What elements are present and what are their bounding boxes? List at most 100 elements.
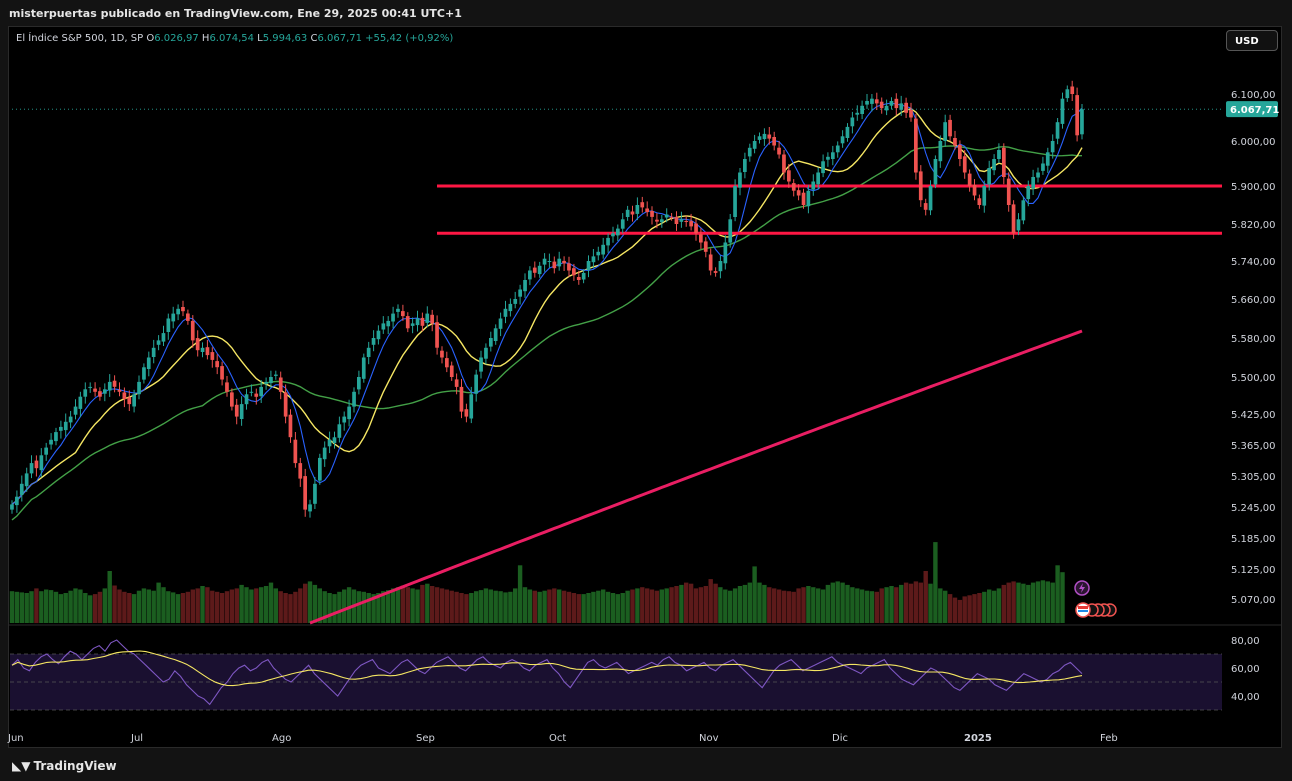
candle: [259, 380, 263, 403]
price-axis: 6.100,00 6.000,00 5.900,00 5.820,00 5.740,00…: [1226, 90, 1279, 606]
volume-bar: [664, 588, 669, 624]
volume-bar: [122, 591, 127, 623]
volume-bar: [752, 566, 757, 623]
volume-bar: [58, 594, 64, 623]
volume-bar: [571, 593, 577, 623]
candle: [1075, 87, 1079, 142]
volume-bar: [703, 586, 708, 623]
volume-bar: [259, 587, 264, 623]
candle: [576, 270, 581, 285]
volume-bar: [376, 593, 381, 623]
volume-bar: [537, 591, 542, 623]
candle: [1031, 169, 1035, 195]
candle: [767, 127, 772, 145]
volume-bar: [425, 583, 430, 623]
volume-bar: [317, 588, 322, 624]
volume-bar: [967, 595, 972, 623]
volume-bar: [381, 591, 386, 623]
candle: [816, 167, 820, 190]
candle: [430, 309, 434, 332]
candle: [655, 213, 659, 229]
candle: [1026, 180, 1031, 207]
event-badges[interactable]: [1072, 579, 1122, 625]
volume-bar: [772, 588, 777, 624]
volume-bar: [371, 594, 376, 623]
volume-bar: [307, 581, 313, 623]
candle: [98, 387, 102, 401]
volume-bar: [513, 588, 518, 624]
currency-button[interactable]: USD: [1226, 30, 1278, 51]
volume-bar: [459, 593, 464, 623]
candle: [1080, 104, 1084, 140]
candle: [547, 253, 552, 268]
candle: [557, 251, 562, 271]
candle: [855, 105, 860, 121]
candle: [195, 330, 200, 357]
candle: [181, 300, 185, 317]
candle: [161, 325, 166, 346]
candle: [591, 249, 596, 269]
volume-bar: [92, 594, 98, 623]
volume-bar: [278, 591, 283, 623]
volume-bar: [273, 588, 278, 624]
candle: [151, 339, 156, 364]
volume-bar: [830, 582, 835, 623]
candle: [142, 363, 146, 384]
earnings-flags-icon[interactable]: [1075, 602, 1117, 618]
candle: [440, 346, 444, 364]
volume-bar: [161, 587, 166, 623]
candle: [322, 441, 327, 467]
volume-bar: [542, 590, 547, 623]
dividends-icon[interactable]: [1074, 580, 1090, 596]
volume-bar: [601, 589, 606, 623]
volume-bar: [224, 591, 230, 623]
volume-bar: [190, 589, 195, 623]
candle: [943, 114, 947, 147]
candle: [909, 102, 913, 122]
price-tick-label: 5.070,00: [1231, 595, 1276, 606]
time-axis: Jun Jul Ago Sep Oct Nov Dic 2025 Feb: [7, 733, 1118, 744]
candle: [674, 211, 679, 231]
candle: [479, 350, 483, 379]
candle: [234, 398, 239, 425]
volume-bar: [9, 591, 15, 623]
volume-bar: [899, 584, 904, 623]
time-tick-label: Sep: [416, 733, 435, 744]
tradingview-logo[interactable]: ◣▼ TradingView: [12, 759, 117, 773]
candle: [127, 390, 132, 411]
candle: [391, 306, 395, 329]
chart-area[interactable]: [8, 26, 1282, 748]
candle: [19, 475, 24, 502]
volume-bar: [136, 590, 142, 623]
volume-bar: [708, 579, 713, 623]
volume-bar: [732, 588, 738, 624]
ma-mid-line: [11, 108, 1083, 505]
candle: [518, 284, 522, 305]
candle: [762, 128, 767, 146]
volume-bar: [615, 594, 620, 623]
candle: [459, 379, 464, 419]
candle: [215, 354, 219, 375]
candle: [39, 448, 44, 478]
candle: [137, 375, 141, 400]
volume-bar: [811, 587, 816, 623]
candle: [738, 168, 742, 196]
price-tick-label: 5.500,00: [1231, 373, 1276, 384]
candle: [586, 255, 591, 278]
volume-bar: [742, 584, 748, 623]
candle: [703, 237, 708, 258]
volume-bar: [889, 586, 894, 623]
volume-bar: [996, 588, 1002, 624]
candle: [347, 399, 351, 427]
candle: [879, 97, 884, 114]
candle: [884, 99, 889, 116]
change-value: +55,42 (+0,92%): [365, 33, 454, 44]
volume-bar: [146, 589, 151, 623]
volume-bar: [415, 589, 420, 623]
candle: [874, 92, 879, 110]
candle: [860, 100, 864, 120]
candle: [386, 316, 391, 335]
candle: [777, 140, 781, 159]
time-tick-label: Dic: [832, 733, 848, 744]
